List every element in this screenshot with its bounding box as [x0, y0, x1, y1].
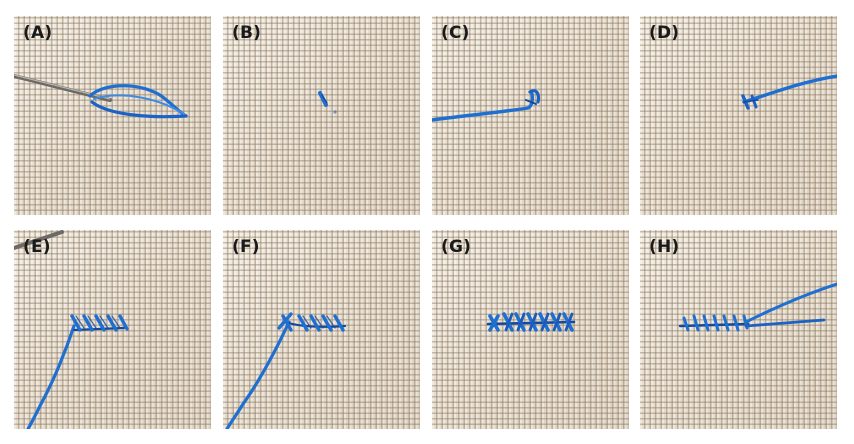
- panel-d: (D): [640, 16, 837, 215]
- panel-e-stitch-image: [14, 230, 129, 429]
- thread-tail-upper: [744, 282, 837, 324]
- thread-stitch-shadow: [321, 94, 328, 104]
- needle-highlight: [14, 74, 111, 100]
- panel-b-stitch-image: [318, 91, 337, 114]
- panel-label: (B): [232, 23, 262, 43]
- thread-dot: [333, 110, 337, 114]
- panel-d-stitch-image: [741, 74, 837, 110]
- thread-tail: [26, 324, 76, 429]
- needle: [14, 230, 64, 250]
- panel-g: (G): [432, 230, 629, 429]
- panel-label: (D): [649, 23, 680, 43]
- panel-label: (G): [441, 237, 472, 257]
- thread-tail-lower: [744, 318, 826, 328]
- panel-f: (F): [223, 230, 420, 429]
- panel-label: (H): [649, 237, 680, 257]
- panel-c-stitch-image: [432, 89, 541, 122]
- thread-stitch-row: [682, 314, 749, 332]
- panel-label: (F): [232, 237, 260, 257]
- thread-crossing: [743, 99, 759, 103]
- thread-loop: [528, 89, 541, 104]
- panel-a: (A): [14, 16, 211, 215]
- panel-g-stitch-image: [486, 312, 576, 332]
- thread-stitch-shadow: [75, 315, 121, 329]
- thread-tail: [225, 320, 291, 429]
- thread-stitch: [750, 94, 758, 109]
- panel-f-stitch-image: [225, 312, 347, 429]
- panel-h-stitch-image: [678, 282, 837, 332]
- panel-label: (A): [23, 23, 53, 43]
- needle: [14, 74, 112, 102]
- panel-a-stitch-image: [14, 74, 188, 119]
- panel-label: (C): [441, 23, 470, 43]
- thread-stitch: [318, 91, 328, 107]
- panel-label: (E): [23, 237, 51, 257]
- thread-loop-lower: [90, 100, 188, 119]
- thread-crossing: [525, 99, 537, 105]
- thread-tail: [742, 74, 837, 104]
- thread-loop-upper: [88, 84, 188, 118]
- thread-stitch-row-return: [504, 312, 574, 332]
- panel-h: (H): [640, 230, 837, 429]
- thread-stitch-shadow: [302, 315, 336, 329]
- thread-stitch-row: [70, 314, 129, 332]
- thread-stitch-row: [277, 312, 345, 332]
- panel-c: (C): [432, 16, 629, 215]
- panel-b: (B): [223, 16, 420, 215]
- thread-loop-middle: [93, 94, 185, 115]
- thread-tail: [432, 92, 535, 122]
- panel-e: (E): [14, 230, 211, 429]
